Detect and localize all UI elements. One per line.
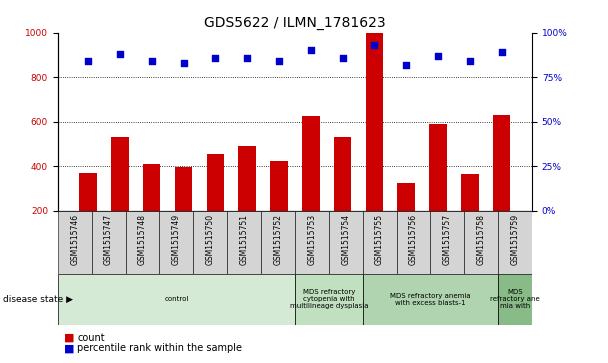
FancyBboxPatch shape (498, 274, 532, 325)
Text: GSM1515747: GSM1515747 (104, 214, 113, 265)
Point (179, 60, 188, 66)
Text: ■: ■ (64, 343, 74, 354)
FancyBboxPatch shape (261, 211, 295, 274)
Bar (429, 124, 447, 211)
Point (337, 55, 347, 61)
Bar (111, 137, 129, 211)
FancyBboxPatch shape (329, 211, 362, 274)
Text: GSM1515753: GSM1515753 (307, 214, 316, 265)
Point (465, 58, 475, 64)
Text: GSM1515748: GSM1515748 (138, 214, 147, 265)
Text: GSM1515754: GSM1515754 (341, 214, 350, 265)
FancyBboxPatch shape (58, 274, 295, 325)
FancyBboxPatch shape (430, 211, 465, 274)
FancyBboxPatch shape (362, 274, 498, 325)
Bar (143, 164, 161, 211)
FancyBboxPatch shape (498, 211, 532, 274)
Point (147, 58, 157, 64)
FancyBboxPatch shape (295, 274, 362, 325)
Title: GDS5622 / ILMN_1781623: GDS5622 / ILMN_1781623 (204, 16, 385, 30)
Bar (238, 146, 256, 211)
Text: GSM1515756: GSM1515756 (409, 214, 418, 265)
Point (306, 48, 316, 53)
Text: percentile rank within the sample: percentile rank within the sample (77, 343, 242, 354)
Bar (398, 183, 415, 211)
Bar (79, 173, 97, 211)
Point (243, 55, 252, 61)
Point (433, 53, 443, 59)
Text: GSM1515749: GSM1515749 (172, 214, 181, 265)
FancyBboxPatch shape (159, 211, 193, 274)
Bar (207, 154, 224, 211)
FancyBboxPatch shape (362, 211, 396, 274)
Text: MDS
refractory ane
mia with: MDS refractory ane mia with (490, 289, 540, 310)
Bar (270, 160, 288, 211)
Text: ■: ■ (64, 333, 74, 343)
Point (83, 58, 93, 64)
FancyBboxPatch shape (465, 211, 498, 274)
FancyBboxPatch shape (396, 211, 430, 274)
Bar (461, 174, 478, 211)
Point (274, 58, 284, 64)
Point (370, 42, 379, 48)
Text: GSM1515751: GSM1515751 (240, 214, 249, 265)
FancyBboxPatch shape (295, 211, 329, 274)
Bar (174, 167, 192, 211)
FancyBboxPatch shape (193, 211, 227, 274)
Text: GSM1515757: GSM1515757 (443, 214, 452, 265)
Text: GSM1515752: GSM1515752 (274, 214, 283, 265)
Text: MDS refractory anemia
with excess blasts-1: MDS refractory anemia with excess blasts… (390, 293, 471, 306)
Text: GSM1515746: GSM1515746 (70, 214, 79, 265)
Text: GSM1515759: GSM1515759 (511, 214, 520, 265)
Text: control: control (164, 297, 188, 302)
Point (497, 49, 506, 55)
Point (401, 62, 411, 68)
Bar (493, 115, 511, 211)
Point (115, 51, 125, 57)
FancyBboxPatch shape (227, 211, 261, 274)
Text: GSM1515750: GSM1515750 (206, 214, 215, 265)
Bar (302, 116, 320, 211)
Text: MDS refractory
cytopenia with
multilineage dysplasia: MDS refractory cytopenia with multilinea… (289, 289, 368, 310)
Bar (365, 33, 383, 211)
Text: GSM1515758: GSM1515758 (477, 214, 486, 265)
FancyBboxPatch shape (92, 211, 125, 274)
FancyBboxPatch shape (125, 211, 159, 274)
Point (210, 55, 220, 61)
Text: count: count (77, 333, 105, 343)
FancyBboxPatch shape (58, 211, 92, 274)
Text: GSM1515755: GSM1515755 (375, 214, 384, 265)
Text: disease state ▶: disease state ▶ (3, 295, 73, 304)
Bar (334, 137, 351, 211)
